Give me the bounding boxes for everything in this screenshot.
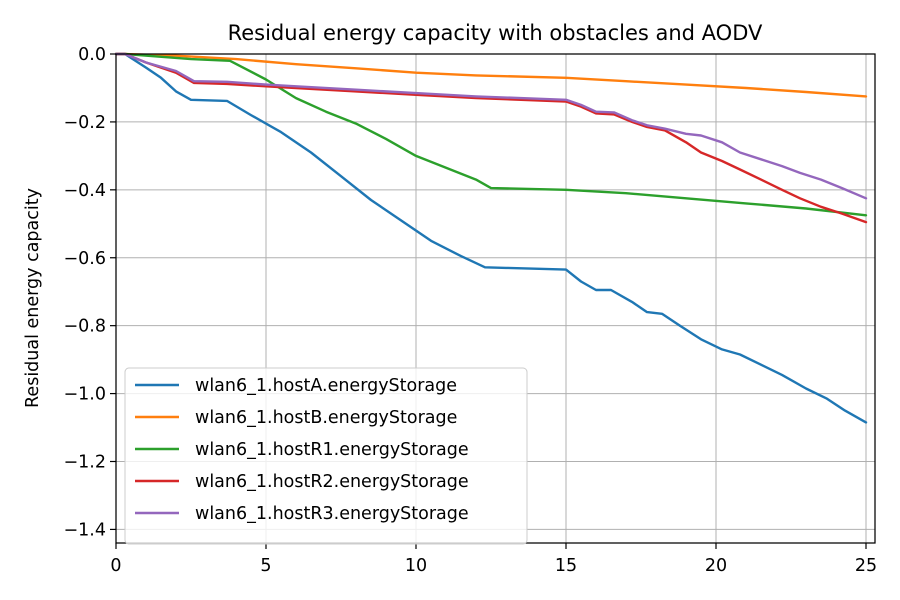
y-tick-label: −1.0	[64, 385, 107, 405]
y-tick-label: −0.6	[64, 249, 107, 269]
y-tick-label: −1.2	[64, 453, 107, 473]
legend-box	[124, 367, 528, 545]
legend-label: wlan6_1.hostR1.energyStorage	[195, 440, 469, 460]
x-tick-label: 0	[110, 556, 121, 576]
series-line-4	[114, 52, 868, 224]
x-tick-label: 5	[260, 556, 271, 576]
legend-label: wlan6_1.hostR3.energyStorage	[195, 504, 469, 524]
legend-label: wlan6_1.hostB.energyStorage	[195, 408, 457, 428]
legend: wlan6_1.hostA.energyStorage wlan6_1.hostB…	[124, 367, 528, 545]
x-tick-label: 15	[555, 556, 577, 576]
y-tick-label: −0.4	[64, 181, 107, 201]
x-tick-label: 25	[855, 556, 877, 576]
series-line-3	[114, 52, 868, 217]
legend-label: wlan6_1.hostR2.energyStorage	[195, 472, 469, 492]
y-axis-label: Residual energy capacity	[23, 188, 43, 408]
y-tick-label: −1.4	[64, 520, 107, 540]
series-line-1	[114, 52, 868, 424]
y-tick-label: 0.0	[78, 45, 106, 65]
x-tick-label: 10	[405, 556, 427, 576]
chart-title: Residual energy capacity with obstacles …	[228, 21, 763, 45]
x-tick-label: 20	[705, 556, 727, 576]
y-tick-label: −0.2	[64, 113, 107, 133]
axis-ticks: 0 5 10 15 20 25 0.0 −0.2 −0.4 −0.6 −0.8 −1.0 −1.2 −1.…	[64, 45, 878, 576]
series-line-5	[114, 52, 868, 200]
y-tick-label: −0.8	[64, 317, 107, 337]
series-lines	[114, 52, 868, 424]
legend-label: wlan6_1.hostA.energyStorage	[195, 376, 457, 396]
series-line-2	[114, 52, 868, 98]
